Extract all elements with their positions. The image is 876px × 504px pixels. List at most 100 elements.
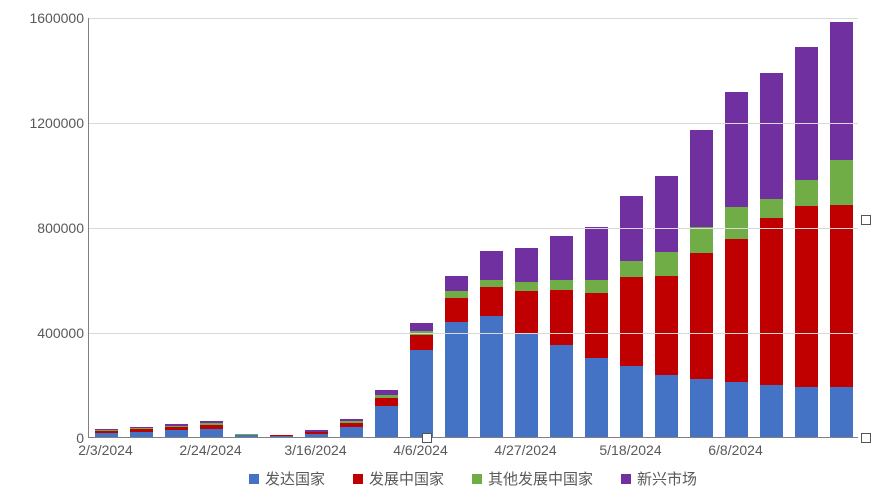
x-tick-label: 4/6/2024	[393, 442, 448, 458]
y-tick-label: 1200000	[14, 115, 84, 131]
bar-group	[515, 248, 539, 437]
y-tick-label: 1600000	[14, 10, 84, 26]
bar-segment	[690, 379, 714, 437]
bar-segment	[760, 199, 784, 217]
bar-segment	[655, 375, 679, 437]
bar-group	[165, 424, 189, 437]
plot-area	[88, 18, 858, 438]
marker-icon	[422, 433, 432, 443]
bar-segment	[725, 92, 749, 208]
x-tick-label: 2/24/2024	[179, 442, 241, 458]
bar-segment	[375, 398, 399, 406]
bar-group	[795, 47, 819, 437]
bar-segment	[515, 248, 539, 282]
bar-segment	[480, 316, 504, 437]
bar-segment	[795, 387, 819, 437]
bar-group	[200, 421, 224, 437]
bar-segment	[760, 218, 784, 385]
bar-segment	[760, 385, 784, 438]
x-tick-label: 3/16/2024	[284, 442, 346, 458]
bar-segment	[445, 276, 469, 292]
legend-swatch	[621, 474, 631, 484]
bar-segment	[585, 358, 609, 437]
y-tick-label: 0	[14, 430, 84, 446]
marker-icon	[861, 433, 871, 443]
bar-segment	[410, 350, 434, 437]
bar-segment	[655, 252, 679, 276]
bar-segment	[550, 290, 574, 345]
bar-segment	[690, 130, 714, 227]
bar-group	[235, 434, 259, 437]
bar-segment	[95, 433, 119, 437]
x-tick-label: 5/18/2024	[599, 442, 661, 458]
x-tick-label: 6/8/2024	[708, 442, 763, 458]
gridline	[89, 333, 858, 334]
gridline	[89, 18, 858, 19]
legend-item: 发达国家	[249, 468, 325, 489]
marker-icon	[861, 215, 871, 225]
bar-group	[305, 430, 329, 437]
bar-segment	[445, 322, 469, 438]
bar-segment	[690, 227, 714, 253]
bar-segment	[795, 206, 819, 387]
bar-segment	[375, 406, 399, 438]
bar-segment	[515, 333, 539, 437]
legend-swatch	[353, 474, 363, 484]
bar-segment	[830, 160, 854, 205]
bar-segment	[620, 261, 644, 277]
bar-segment	[725, 239, 749, 382]
bar-segment	[830, 205, 854, 387]
bar-group	[690, 130, 714, 437]
legend-item: 新兴市场	[621, 468, 697, 489]
bar-segment	[585, 293, 609, 359]
bar-segment	[690, 253, 714, 379]
x-tick-label: 2/3/2024	[78, 442, 133, 458]
legend-label: 发达国家	[265, 468, 325, 489]
bar-segment	[130, 432, 154, 437]
bar-segment	[725, 382, 749, 437]
stacked-bar-chart: 发达国家发展中国家其他发展中国家新兴市场 0400000800000120000…	[8, 8, 868, 496]
bar-segment	[165, 430, 189, 437]
bar-segment	[830, 387, 854, 437]
bar-segment	[760, 73, 784, 199]
bar-segment	[795, 180, 819, 206]
bar-segment	[410, 323, 434, 331]
legend-swatch	[472, 474, 482, 484]
gridline	[89, 123, 858, 124]
bar-segment	[235, 435, 259, 437]
bar-group	[760, 73, 784, 437]
bar-segment	[340, 427, 364, 438]
bar-segment	[620, 277, 644, 366]
bar-segment	[445, 298, 469, 322]
bar-segment	[795, 47, 819, 180]
bar-segment	[270, 436, 294, 437]
bar-segment	[655, 176, 679, 252]
bar-group	[95, 429, 119, 437]
bar-segment	[480, 280, 504, 288]
gridline	[89, 228, 858, 229]
bar-group	[480, 251, 504, 437]
legend-label: 发展中国家	[369, 468, 444, 489]
bar-segment	[550, 345, 574, 437]
bar-segment	[585, 227, 609, 280]
bar-group	[340, 419, 364, 437]
bar-segment	[410, 335, 434, 351]
bar-segment	[725, 207, 749, 239]
bar-segment	[480, 251, 504, 280]
bar-segment	[550, 236, 574, 279]
legend-label: 其他发展中国家	[488, 468, 593, 489]
legend-label: 新兴市场	[637, 468, 697, 489]
bar-segment	[655, 276, 679, 376]
bar-segment	[515, 282, 539, 291]
bar-group	[830, 22, 854, 437]
bar-segment	[830, 22, 854, 160]
bar-group	[655, 176, 679, 437]
bar-segment	[620, 366, 644, 437]
legend-item: 其他发展中国家	[472, 468, 593, 489]
bar-segment	[480, 287, 504, 316]
bar-group	[585, 227, 609, 437]
bar-group	[270, 435, 294, 437]
bar-segment	[305, 434, 329, 437]
y-tick-label: 400000	[14, 325, 84, 341]
bar-group	[130, 427, 154, 437]
